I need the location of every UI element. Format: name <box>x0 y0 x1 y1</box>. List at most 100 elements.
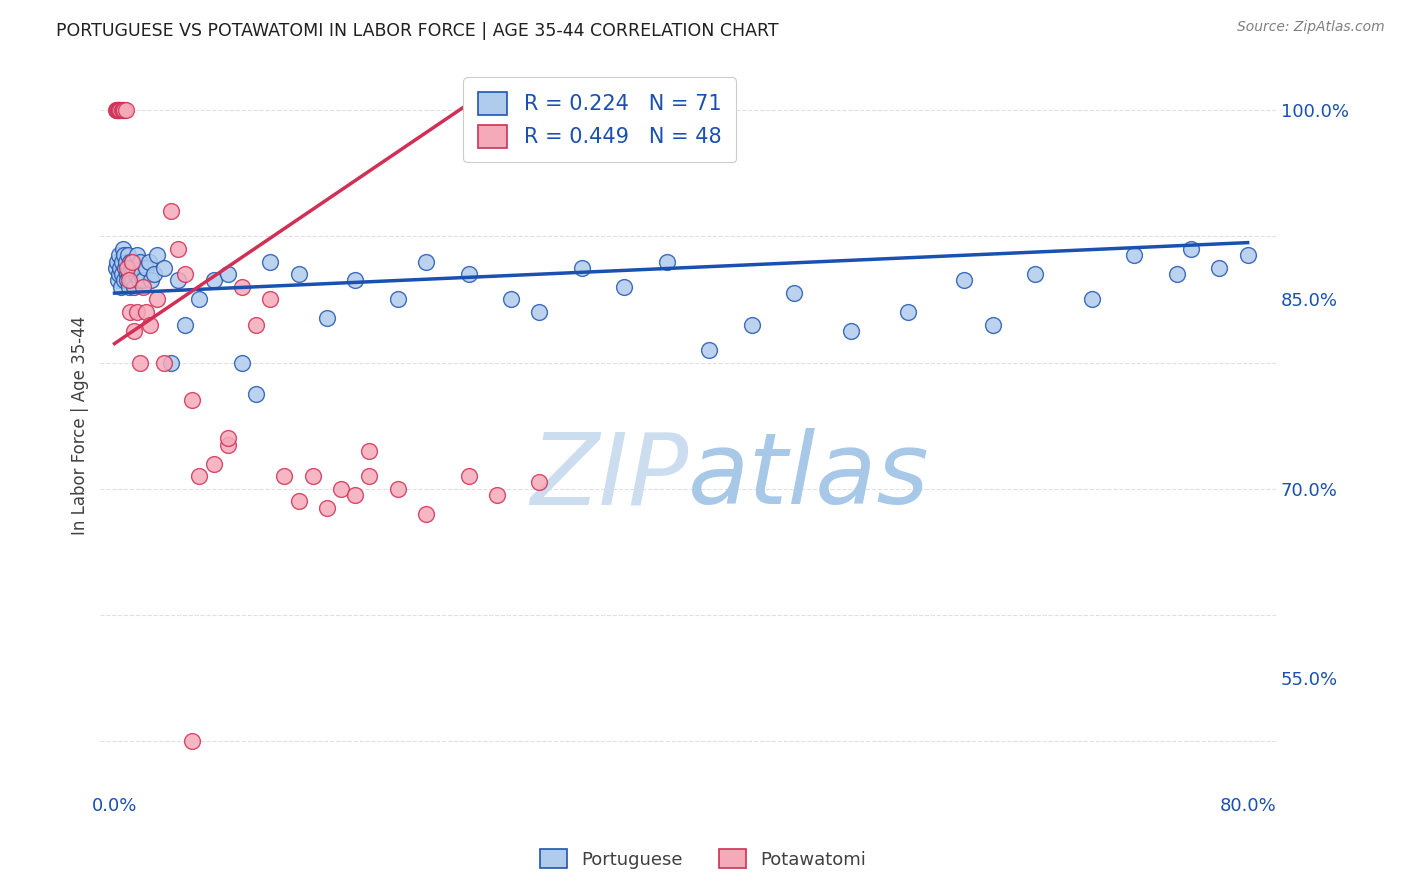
Point <box>174 267 197 281</box>
Point <box>141 273 163 287</box>
Point <box>231 355 253 369</box>
Point <box>131 267 153 281</box>
Point <box>160 204 183 219</box>
Point <box>111 103 134 117</box>
Point <box>741 318 763 332</box>
Point <box>287 267 309 281</box>
Point <box>529 305 551 319</box>
Point <box>301 469 323 483</box>
Point <box>485 488 508 502</box>
Point <box>110 254 132 268</box>
Point <box>121 273 143 287</box>
Point <box>217 431 239 445</box>
Point <box>110 103 132 117</box>
Point <box>135 305 157 319</box>
Point <box>108 103 131 117</box>
Point <box>273 469 295 483</box>
Point <box>981 318 1004 332</box>
Point <box>108 248 131 262</box>
Point <box>105 103 128 117</box>
Point <box>118 267 141 281</box>
Point <box>217 437 239 451</box>
Point <box>129 355 152 369</box>
Point <box>120 254 142 268</box>
Point <box>344 273 367 287</box>
Point <box>457 267 479 281</box>
Point <box>146 293 169 307</box>
Point <box>839 324 862 338</box>
Point <box>111 267 134 281</box>
Point <box>1123 248 1146 262</box>
Point <box>529 475 551 490</box>
Y-axis label: In Labor Force | Age 35-44: In Labor Force | Age 35-44 <box>72 316 89 535</box>
Point <box>202 273 225 287</box>
Point <box>129 254 152 268</box>
Point <box>104 103 127 117</box>
Point <box>127 305 149 319</box>
Point <box>107 103 129 117</box>
Point <box>359 469 381 483</box>
Point <box>117 273 139 287</box>
Point <box>153 260 176 275</box>
Point <box>110 280 132 294</box>
Point <box>1208 260 1230 275</box>
Point <box>359 443 381 458</box>
Point <box>167 242 190 256</box>
Point <box>128 273 150 287</box>
Point <box>167 273 190 287</box>
Point <box>107 273 129 287</box>
Point <box>107 103 129 117</box>
Point <box>108 103 131 117</box>
Point <box>1180 242 1202 256</box>
Point <box>699 343 721 357</box>
Point <box>316 311 339 326</box>
Point <box>127 248 149 262</box>
Point <box>112 273 135 287</box>
Point <box>117 260 139 275</box>
Point <box>181 734 204 748</box>
Text: ZIP: ZIP <box>530 428 688 525</box>
Point <box>115 254 138 268</box>
Point <box>132 280 155 294</box>
Point <box>217 267 239 281</box>
Point <box>188 469 211 483</box>
Point <box>120 305 142 319</box>
Point <box>105 254 128 268</box>
Point <box>415 507 437 521</box>
Point <box>121 254 143 268</box>
Point <box>501 293 523 307</box>
Point <box>188 293 211 307</box>
Point <box>330 482 353 496</box>
Point <box>108 260 131 275</box>
Point <box>125 267 148 281</box>
Point <box>1166 267 1188 281</box>
Point <box>1024 267 1046 281</box>
Point <box>160 355 183 369</box>
Legend: R = 0.224   N = 71, R = 0.449   N = 48: R = 0.224 N = 71, R = 0.449 N = 48 <box>464 78 737 162</box>
Point <box>118 280 141 294</box>
Point <box>117 248 139 262</box>
Point <box>181 393 204 408</box>
Text: Source: ZipAtlas.com: Source: ZipAtlas.com <box>1237 20 1385 34</box>
Point <box>132 273 155 287</box>
Point <box>114 260 136 275</box>
Point <box>344 488 367 502</box>
Point <box>231 280 253 294</box>
Point <box>111 242 134 256</box>
Point <box>122 260 145 275</box>
Point <box>143 267 166 281</box>
Point <box>259 254 281 268</box>
Point <box>259 293 281 307</box>
Point <box>287 494 309 508</box>
Point <box>115 103 138 117</box>
Point <box>387 482 409 496</box>
Text: PORTUGUESE VS POTAWATOMI IN LABOR FORCE | AGE 35-44 CORRELATION CHART: PORTUGUESE VS POTAWATOMI IN LABOR FORCE … <box>56 22 779 40</box>
Point <box>613 280 636 294</box>
Legend: Portuguese, Potawatomi: Portuguese, Potawatomi <box>533 842 873 876</box>
Point <box>953 273 976 287</box>
Point <box>174 318 197 332</box>
Point <box>387 293 409 307</box>
Point <box>124 324 146 338</box>
Point <box>115 267 138 281</box>
Point <box>107 267 129 281</box>
